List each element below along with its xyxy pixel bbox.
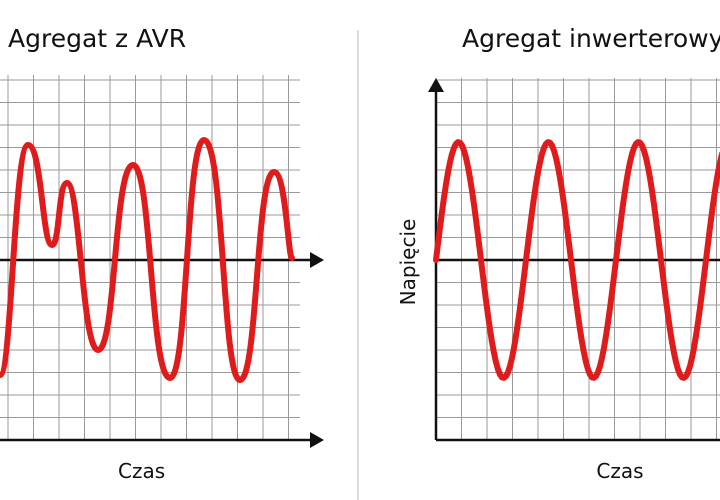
left-title: Agregat z AVR <box>8 24 186 53</box>
arrow <box>428 78 444 92</box>
right-y-label: Napięcie <box>396 219 420 306</box>
left-x-label: Czas <box>118 459 165 483</box>
arrow <box>310 252 324 268</box>
right-x-label: Czas <box>596 459 643 483</box>
left-wave <box>0 137 295 383</box>
arrow <box>310 432 324 448</box>
right-wave <box>433 139 720 381</box>
right-title: Agregat inwerterowy <box>462 24 720 53</box>
